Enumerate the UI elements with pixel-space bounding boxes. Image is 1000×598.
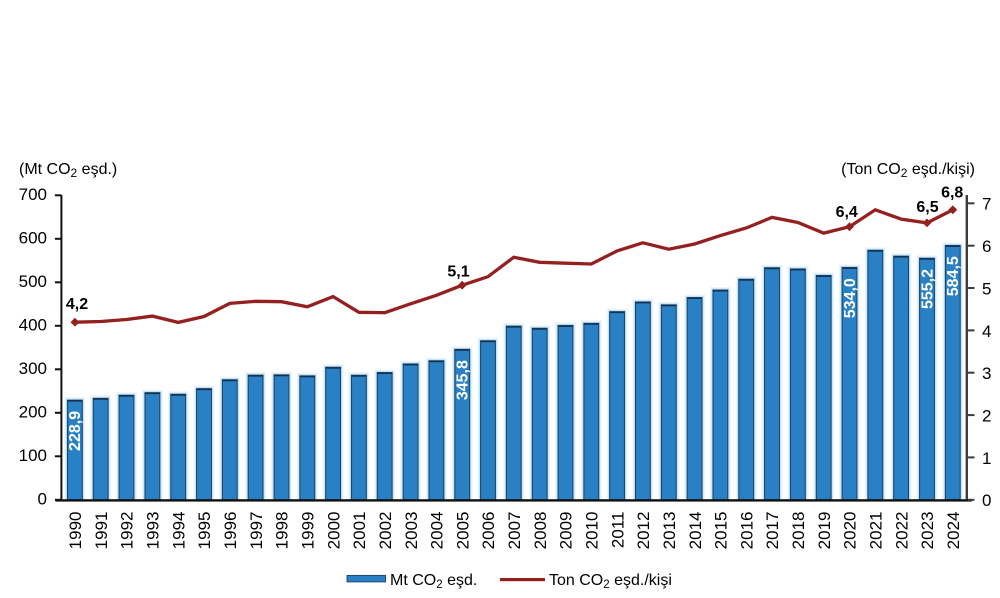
svg-text:7: 7 <box>982 195 991 214</box>
svg-text:2001: 2001 <box>350 512 369 550</box>
svg-text:2000: 2000 <box>324 512 343 550</box>
svg-text:100: 100 <box>19 446 47 465</box>
svg-text:600: 600 <box>19 229 47 248</box>
svg-text:1994: 1994 <box>169 512 188 550</box>
svg-text:2017: 2017 <box>763 512 782 550</box>
svg-text:5: 5 <box>982 279 991 298</box>
svg-text:2: 2 <box>982 407 991 426</box>
svg-text:2005: 2005 <box>453 512 472 550</box>
svg-text:2012: 2012 <box>634 512 653 550</box>
svg-text:0: 0 <box>38 490 47 509</box>
svg-text:400: 400 <box>19 316 47 335</box>
svg-text:534,0: 534,0 <box>842 278 859 318</box>
svg-text:2022: 2022 <box>892 512 911 550</box>
svg-text:2013: 2013 <box>660 512 679 550</box>
svg-text:2010: 2010 <box>583 512 602 550</box>
svg-text:2003: 2003 <box>402 512 421 550</box>
svg-text:6,5: 6,5 <box>916 199 938 216</box>
svg-text:300: 300 <box>19 359 47 378</box>
svg-text:3: 3 <box>982 364 991 383</box>
svg-text:(Ton CO2 eşd./kişi): (Ton CO2 eşd./kişi) <box>841 161 975 180</box>
svg-text:2007: 2007 <box>505 512 524 550</box>
svg-text:2020: 2020 <box>841 512 860 550</box>
svg-text:5,1: 5,1 <box>447 264 469 281</box>
svg-text:2016: 2016 <box>737 512 756 550</box>
svg-text:2023: 2023 <box>918 512 937 550</box>
svg-text:2014: 2014 <box>686 512 705 550</box>
svg-text:2019: 2019 <box>815 512 834 550</box>
svg-text:1996: 1996 <box>221 512 240 550</box>
svg-text:555,2: 555,2 <box>919 269 936 309</box>
svg-text:500: 500 <box>19 272 47 291</box>
svg-text:4,2: 4,2 <box>66 296 88 313</box>
svg-text:1990: 1990 <box>66 512 85 550</box>
svg-text:345,8: 345,8 <box>455 360 472 400</box>
svg-text:1992: 1992 <box>118 512 137 550</box>
svg-text:0: 0 <box>982 491 991 510</box>
svg-text:1991: 1991 <box>92 512 111 550</box>
svg-text:1995: 1995 <box>195 512 214 550</box>
svg-text:4: 4 <box>982 322 991 341</box>
svg-text:2006: 2006 <box>479 512 498 550</box>
svg-text:1999: 1999 <box>299 512 318 550</box>
svg-text:2009: 2009 <box>557 512 576 550</box>
svg-text:2002: 2002 <box>376 512 395 550</box>
svg-text:200: 200 <box>19 403 47 422</box>
svg-text:584,5: 584,5 <box>945 256 962 296</box>
svg-text:1993: 1993 <box>144 512 163 550</box>
svg-text:6: 6 <box>982 237 991 256</box>
svg-text:2011: 2011 <box>608 512 627 549</box>
svg-text:6,4: 6,4 <box>836 204 858 221</box>
svg-text:6,8: 6,8 <box>941 185 963 202</box>
svg-text:228,9: 228,9 <box>67 411 84 451</box>
svg-text:700: 700 <box>19 185 47 204</box>
svg-text:1997: 1997 <box>247 512 266 550</box>
svg-text:2008: 2008 <box>531 512 550 550</box>
svg-text:1998: 1998 <box>273 512 292 550</box>
svg-text:(Mt CO2 eşd.): (Mt CO2 eşd.) <box>19 161 117 180</box>
svg-text:2015: 2015 <box>712 512 731 550</box>
svg-text:2024: 2024 <box>944 512 963 550</box>
svg-text:2021: 2021 <box>867 512 886 550</box>
svg-text:2018: 2018 <box>789 512 808 550</box>
svg-text:Ton CO2 eşd./kişi: Ton CO2 eşd./kişi <box>549 572 672 591</box>
svg-text:Mt CO2 eşd.: Mt CO2 eşd. <box>390 572 477 591</box>
svg-text:2004: 2004 <box>428 512 447 550</box>
svg-text:1: 1 <box>982 449 991 468</box>
